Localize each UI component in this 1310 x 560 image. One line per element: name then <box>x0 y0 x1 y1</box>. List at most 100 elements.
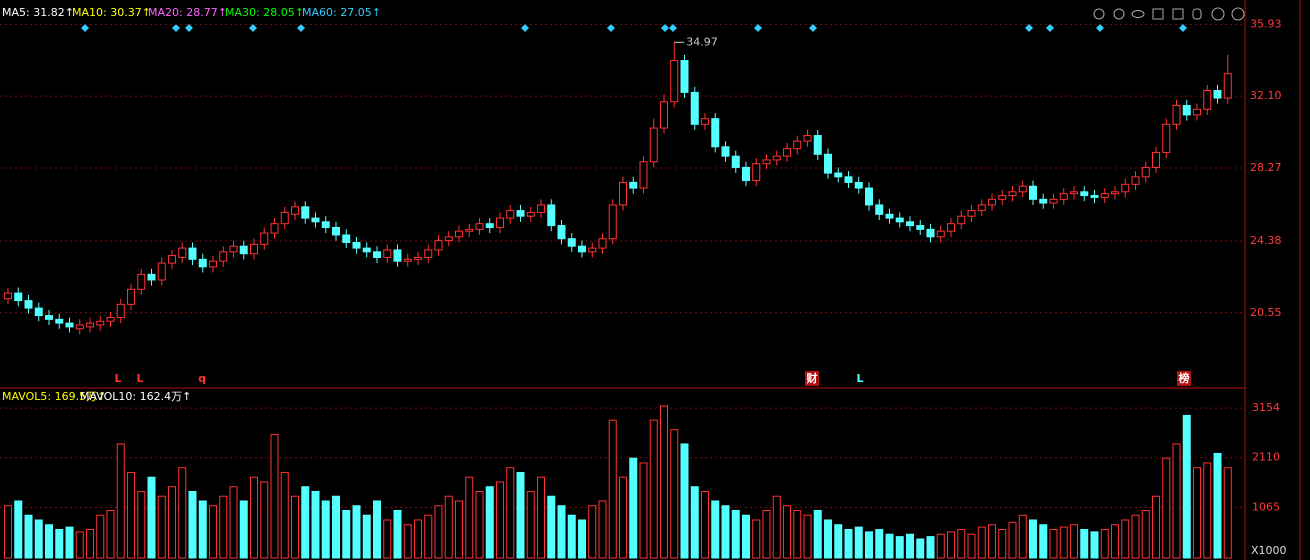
volume-bar <box>86 528 94 559</box>
volume-bar <box>793 509 802 559</box>
volume-bar <box>65 526 74 559</box>
volume-bar <box>824 519 832 559</box>
volume-bar <box>690 486 699 559</box>
candle-body <box>701 118 709 125</box>
y-tick-label: 28.27 <box>1250 161 1282 174</box>
volume-bar <box>475 490 484 559</box>
candle-body <box>1080 191 1089 197</box>
candle-body <box>537 204 545 213</box>
volume-bar <box>608 419 617 559</box>
marker-bg <box>1177 371 1191 386</box>
volume-bar <box>280 471 289 559</box>
volume-bar <box>116 443 125 559</box>
marker-bg <box>805 371 819 386</box>
volume-bar <box>1049 528 1058 559</box>
volume-bar <box>383 519 392 559</box>
legend-entry: MA10: 30.37↑ <box>72 6 151 19</box>
candle-body <box>250 243 258 255</box>
volume-bar <box>362 514 371 559</box>
event-marker: L <box>856 372 863 385</box>
hand-icon[interactable] <box>1192 8 1202 20</box>
volume-bar <box>834 524 843 559</box>
candle-body <box>813 135 822 155</box>
volume-bar <box>844 528 853 559</box>
candle-body <box>496 217 504 228</box>
candle-body <box>947 223 955 232</box>
volume-bar <box>629 457 638 559</box>
volume-bar <box>229 486 238 559</box>
toolbar <box>1093 7 1245 21</box>
candle-body <box>670 60 679 103</box>
legend-entry: MA20: 28.77↑ <box>148 6 227 19</box>
volume-bar <box>916 538 925 559</box>
volume-bar <box>178 467 187 559</box>
candle-body <box>598 238 607 249</box>
candle-body <box>127 288 135 305</box>
candle-body <box>45 315 53 320</box>
volume-bar <box>1131 514 1140 559</box>
candle-body <box>875 204 884 215</box>
volume-bar <box>1203 462 1212 559</box>
candle-body <box>547 204 556 227</box>
candle-body <box>926 228 935 238</box>
volume-bar <box>75 531 84 559</box>
candle-body <box>516 210 525 217</box>
candle-body <box>321 221 330 228</box>
volume-bar <box>947 531 955 559</box>
volume-bar <box>291 495 299 559</box>
candle-body <box>1193 108 1201 116</box>
candle-body <box>475 223 484 230</box>
volume-bar <box>485 486 494 559</box>
candle-body <box>291 206 299 215</box>
volume-bar <box>250 476 258 559</box>
candle-body <box>96 320 105 326</box>
candle-body <box>1090 195 1099 198</box>
candle-body <box>209 260 217 268</box>
candle-body <box>178 247 187 258</box>
candle-body <box>1162 123 1171 153</box>
y-tick-label: 20.55 <box>1250 306 1282 319</box>
volume-bar <box>701 490 709 559</box>
candle-body <box>526 211 535 217</box>
volume-bar <box>14 500 23 559</box>
volume-bar <box>1152 495 1160 559</box>
volume-bar <box>578 519 586 559</box>
view-icon[interactable] <box>1131 10 1145 18</box>
volume-bar <box>465 476 474 559</box>
zoom-out-icon[interactable] <box>1231 7 1245 21</box>
candle-body <box>260 232 269 245</box>
legend-entry: MA5: 31.82↑ <box>2 6 74 19</box>
volume-bar <box>506 467 515 559</box>
y-tick-label: 1065 <box>1252 500 1280 513</box>
volume-bar <box>1213 452 1222 559</box>
layers-icon[interactable] <box>1172 8 1184 20</box>
settings-icon[interactable] <box>1093 8 1105 20</box>
draw-icon[interactable] <box>1113 8 1125 20</box>
zoom-in-icon[interactable] <box>1211 7 1225 21</box>
candle-body <box>332 226 340 236</box>
volume-bar <box>803 514 812 559</box>
candle-body <box>1008 191 1017 197</box>
y-tick-label: 32.10 <box>1250 89 1282 102</box>
candle-body <box>485 223 494 228</box>
volume-bar <box>567 514 576 559</box>
candle-body <box>4 292 12 300</box>
candle-body <box>198 258 207 268</box>
candle-body <box>854 181 863 189</box>
candle-body <box>506 210 515 219</box>
candle-body <box>1111 191 1119 195</box>
y-tick-label: 3154 <box>1252 401 1280 414</box>
volume-bar <box>772 495 781 559</box>
store-icon[interactable] <box>1152 8 1164 20</box>
candle-body <box>588 247 597 253</box>
volume-bar <box>547 495 556 559</box>
volume-bar <box>865 531 873 559</box>
volume-bar <box>516 471 525 559</box>
candle-body <box>957 215 966 225</box>
candle-body <box>742 166 750 182</box>
candle-body <box>362 247 371 253</box>
candle-body <box>803 135 812 142</box>
candle-body <box>55 318 64 324</box>
volume-bar <box>1039 524 1048 559</box>
candle-body <box>86 322 94 328</box>
